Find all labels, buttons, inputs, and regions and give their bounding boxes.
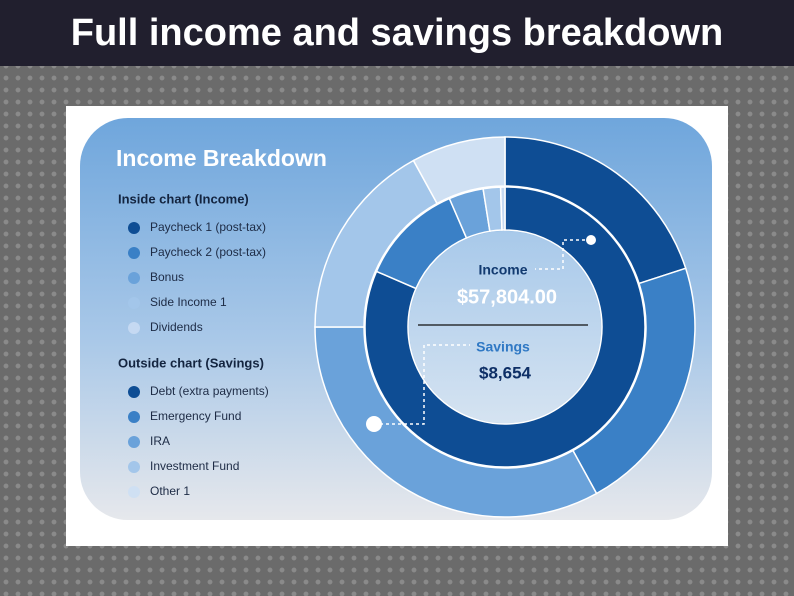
donut-segment xyxy=(412,136,506,205)
legend-label: Investment Fund xyxy=(150,459,239,473)
legend-swatch xyxy=(128,411,140,423)
legend-swatch xyxy=(128,461,140,473)
banner: Full income and savings breakdown xyxy=(0,0,794,66)
legend-swatch xyxy=(128,297,140,309)
income-label: Income xyxy=(478,262,527,278)
legend-heading: Inside chart (Income) xyxy=(118,191,249,206)
legend-label: Dividends xyxy=(150,320,203,334)
donut-segment xyxy=(314,326,598,518)
legend-label: IRA xyxy=(150,434,170,448)
legend-label: Paycheck 2 (post-tax) xyxy=(150,245,266,259)
donut-segment xyxy=(499,186,506,231)
savings-label: Savings xyxy=(476,339,530,355)
connector xyxy=(374,344,470,425)
legend-swatch xyxy=(128,436,140,448)
savings-value: $8,654 xyxy=(479,363,532,382)
legend-label: Side Income 1 xyxy=(150,295,227,309)
connector xyxy=(535,239,591,270)
legend-swatch xyxy=(128,247,140,259)
legend-swatch xyxy=(128,486,140,498)
income-value: $57,804.00 xyxy=(457,286,557,308)
legend-label: Emergency Fund xyxy=(150,409,241,423)
legend-heading: Outside chart (Savings) xyxy=(118,355,264,370)
hub xyxy=(409,231,601,423)
legend-label: Debt (extra payments) xyxy=(150,384,269,398)
legend-label: Other 1 xyxy=(150,484,190,498)
connector-dot xyxy=(366,416,382,432)
legend-swatch xyxy=(128,222,140,234)
legend-swatch xyxy=(128,322,140,334)
connector-dot xyxy=(586,235,596,245)
legend-label: Paycheck 1 (post-tax) xyxy=(150,220,266,234)
legend-swatch xyxy=(128,386,140,398)
legend-label: Bonus xyxy=(150,270,184,284)
chart-title: Income Breakdown xyxy=(116,145,327,171)
legend: Inside chart (Income) Paycheck 1 (post-ta… xyxy=(118,191,269,498)
rings xyxy=(314,136,696,518)
donut-segment xyxy=(364,186,646,468)
legend-swatch xyxy=(128,272,140,284)
